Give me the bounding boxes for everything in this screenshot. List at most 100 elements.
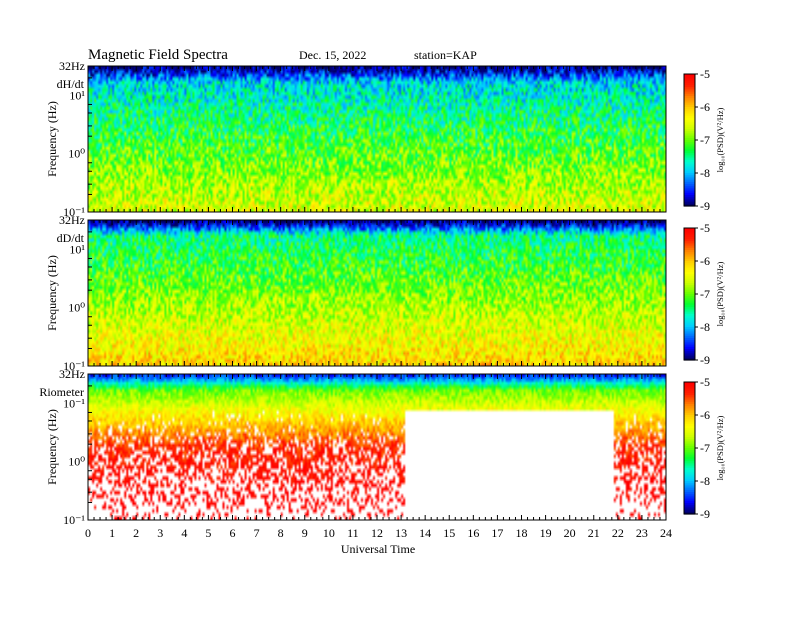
colorbar-cell: [684, 399, 695, 403]
colorbar-tick-label: -8: [700, 320, 710, 334]
colorbar-cell: [684, 252, 695, 255]
colorbar-cell: [684, 320, 695, 324]
colorbar-cell: [684, 487, 695, 491]
colorbar-cell: [684, 459, 695, 462]
x-axis: 0 1 2 3 4 5 6 7 8 9 10 11 12 13 14 15 16 17 18 19 20 21 22 23 24: [85, 526, 672, 540]
colorbar-cell: [684, 118, 695, 121]
colorbar-cell: [684, 461, 695, 464]
colorbar-cell: [684, 129, 695, 132]
x-tick-label: 3: [157, 526, 163, 540]
x-tick-label: 22: [612, 526, 624, 540]
panel-label: dH/dt: [57, 77, 85, 91]
colorbar-cell: [684, 93, 695, 97]
spectrogram-image-1: [88, 220, 666, 366]
y-tick-label: 10⁻¹: [63, 513, 85, 527]
colorbar-cell: [684, 509, 695, 513]
colorbar-cell: [684, 78, 695, 82]
colorbar-cell: [684, 305, 695, 308]
colorbar-label: log₁₀(PSD)(V²/Hz): [715, 262, 725, 327]
colorbar-cell: [684, 201, 695, 205]
y-tick-label: 32Hz: [59, 213, 85, 227]
x-tick-label: 8: [278, 526, 284, 540]
colorbar-cell: [684, 390, 695, 394]
colorbar-cell: [684, 166, 695, 170]
colorbar-cell: [684, 481, 695, 484]
colorbar-cell: [684, 357, 695, 361]
colorbar-cell: [684, 155, 695, 159]
colorbar-tick-label: -5: [700, 221, 710, 235]
colorbar-cell: [684, 195, 695, 198]
x-tick-label: 12: [371, 526, 383, 540]
colorbar-tick-label: -8: [700, 166, 710, 180]
colorbar-cell: [684, 355, 695, 359]
colorbar-tick-label: -7: [700, 133, 710, 147]
colorbar-cell: [684, 263, 695, 266]
y-tick-label: 32Hz: [59, 59, 85, 73]
colorbar-cell: [684, 393, 695, 396]
panel-label: Riometer: [39, 385, 84, 399]
colorbar-cell: [684, 333, 695, 337]
colorbar-cell: [684, 335, 695, 339]
panels-group: 32Hz 10¹ 10⁰ 10⁻¹ dH/dt Frequency (Hz) -5 -6 -7 -…: [39, 59, 725, 527]
y-tick-label: 10¹: [69, 88, 85, 102]
colorbar-cell: [684, 511, 695, 515]
colorbar-cell: [684, 247, 695, 251]
colorbar-cell: [684, 173, 695, 176]
colorbar-cell: [684, 177, 695, 181]
spectrogram-image-0: [88, 66, 666, 212]
colorbar-cell: [684, 285, 695, 288]
colorbar-label: log₁₀(PSD)(V²/Hz): [715, 416, 725, 481]
colorbar-cell: [684, 351, 695, 354]
colorbar-cell: [684, 441, 695, 445]
colorbar-cell: [684, 452, 695, 456]
y-tick-label: 10⁰: [68, 455, 85, 469]
colorbar-cell: [684, 272, 695, 275]
y-tick-label: 10⁰: [68, 301, 85, 315]
y-tick-label: 10⁰: [68, 147, 85, 161]
colorbar-tick-label: -6: [700, 254, 710, 268]
spectrogram-panel-0: 32Hz 10¹ 10⁰ 10⁻¹ dH/dt Frequency (Hz) -5 -6 -7 -…: [45, 59, 725, 219]
colorbar-cell: [684, 85, 695, 88]
spectrogram-image-2: [88, 374, 666, 520]
colorbar-cell: [684, 476, 695, 480]
colorbar-cell: [684, 318, 695, 321]
colorbar-cell: [684, 404, 695, 407]
x-tick-label: 14: [419, 526, 431, 540]
colorbar-cell: [684, 243, 695, 247]
x-tick-label: 9: [302, 526, 308, 540]
colorbar-cell: [684, 294, 695, 297]
y-tick-label: 10⁻¹: [63, 396, 85, 410]
colorbar-cell: [684, 316, 695, 319]
colorbar-cell: [684, 203, 695, 207]
colorbar-cell: [684, 291, 695, 295]
x-tick-label: 1: [109, 526, 115, 540]
x-tick-label: 17: [491, 526, 503, 540]
colorbar-cell: [684, 302, 695, 306]
colorbar-cell: [684, 254, 695, 258]
colorbar-cell: [684, 485, 695, 489]
colorbar-cell: [684, 265, 695, 269]
colorbar-cell: [684, 443, 695, 447]
colorbar-cell: [684, 338, 695, 341]
y-tick-label: 10⁻¹: [63, 205, 85, 219]
colorbar-tick-label: -6: [700, 100, 710, 114]
colorbar-cell: [684, 124, 695, 128]
colorbar-cell: [684, 197, 695, 200]
colorbar-cell: [684, 228, 695, 231]
x-tick-label: 15: [443, 526, 455, 540]
colorbar-cell: [684, 80, 695, 84]
x-axis-label: Universal Time: [341, 542, 415, 556]
colorbar-cell: [684, 76, 695, 79]
y-tick-label: 32Hz: [59, 367, 85, 381]
colorbar-cell: [684, 428, 695, 431]
colorbar-cell: [684, 445, 695, 449]
colorbar-cell: [684, 135, 695, 139]
colorbar-cell: [684, 146, 695, 150]
colorbar-cell: [684, 245, 695, 249]
colorbar-label: log₁₀(PSD)(V²/Hz): [715, 108, 725, 173]
colorbar-cell: [684, 256, 695, 260]
colorbar-cell: [684, 192, 695, 196]
colorbar-cell: [684, 96, 695, 99]
colorbar-cell: [684, 175, 695, 178]
